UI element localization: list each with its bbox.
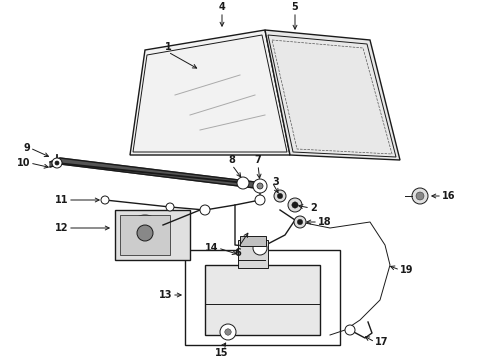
Circle shape bbox=[277, 193, 283, 199]
Text: 19: 19 bbox=[400, 265, 414, 275]
Text: 10: 10 bbox=[17, 158, 30, 168]
Circle shape bbox=[292, 202, 298, 208]
Circle shape bbox=[253, 179, 267, 193]
Polygon shape bbox=[265, 30, 400, 160]
Circle shape bbox=[297, 219, 303, 225]
Text: 17: 17 bbox=[375, 337, 389, 347]
Text: 16: 16 bbox=[442, 191, 456, 201]
Circle shape bbox=[55, 161, 59, 165]
Bar bbox=[238, 240, 268, 268]
Text: 2: 2 bbox=[310, 203, 317, 213]
Circle shape bbox=[225, 329, 231, 335]
Text: 12: 12 bbox=[54, 223, 68, 233]
Text: 1: 1 bbox=[165, 42, 172, 52]
Polygon shape bbox=[130, 30, 290, 155]
Text: 6: 6 bbox=[235, 248, 242, 258]
Text: 4: 4 bbox=[219, 2, 225, 12]
Bar bbox=[185, 250, 340, 345]
Circle shape bbox=[345, 325, 355, 335]
Text: 5: 5 bbox=[292, 2, 298, 12]
Text: 13: 13 bbox=[158, 290, 172, 300]
Circle shape bbox=[200, 205, 210, 215]
Text: 15: 15 bbox=[215, 348, 229, 358]
Circle shape bbox=[412, 188, 428, 204]
Circle shape bbox=[137, 225, 153, 241]
Bar bbox=[115, 210, 190, 260]
Circle shape bbox=[127, 215, 163, 251]
Circle shape bbox=[52, 158, 62, 168]
Circle shape bbox=[257, 183, 263, 189]
Circle shape bbox=[416, 192, 424, 200]
Circle shape bbox=[294, 216, 306, 228]
Circle shape bbox=[237, 177, 249, 189]
Text: 8: 8 bbox=[228, 155, 235, 165]
Bar bbox=[120, 215, 170, 255]
Text: 14: 14 bbox=[204, 243, 218, 253]
Circle shape bbox=[166, 203, 174, 211]
Polygon shape bbox=[50, 158, 255, 188]
Circle shape bbox=[253, 241, 267, 255]
Text: 11: 11 bbox=[54, 195, 68, 205]
Circle shape bbox=[101, 196, 109, 204]
Bar bbox=[205, 265, 320, 335]
Circle shape bbox=[274, 190, 286, 202]
Text: 9: 9 bbox=[23, 143, 30, 153]
Circle shape bbox=[288, 198, 302, 212]
Text: 3: 3 bbox=[272, 177, 279, 187]
Bar bbox=[240, 236, 266, 246]
Text: 7: 7 bbox=[255, 155, 261, 165]
Text: 18: 18 bbox=[318, 217, 332, 227]
Circle shape bbox=[220, 324, 236, 340]
Circle shape bbox=[255, 195, 265, 205]
